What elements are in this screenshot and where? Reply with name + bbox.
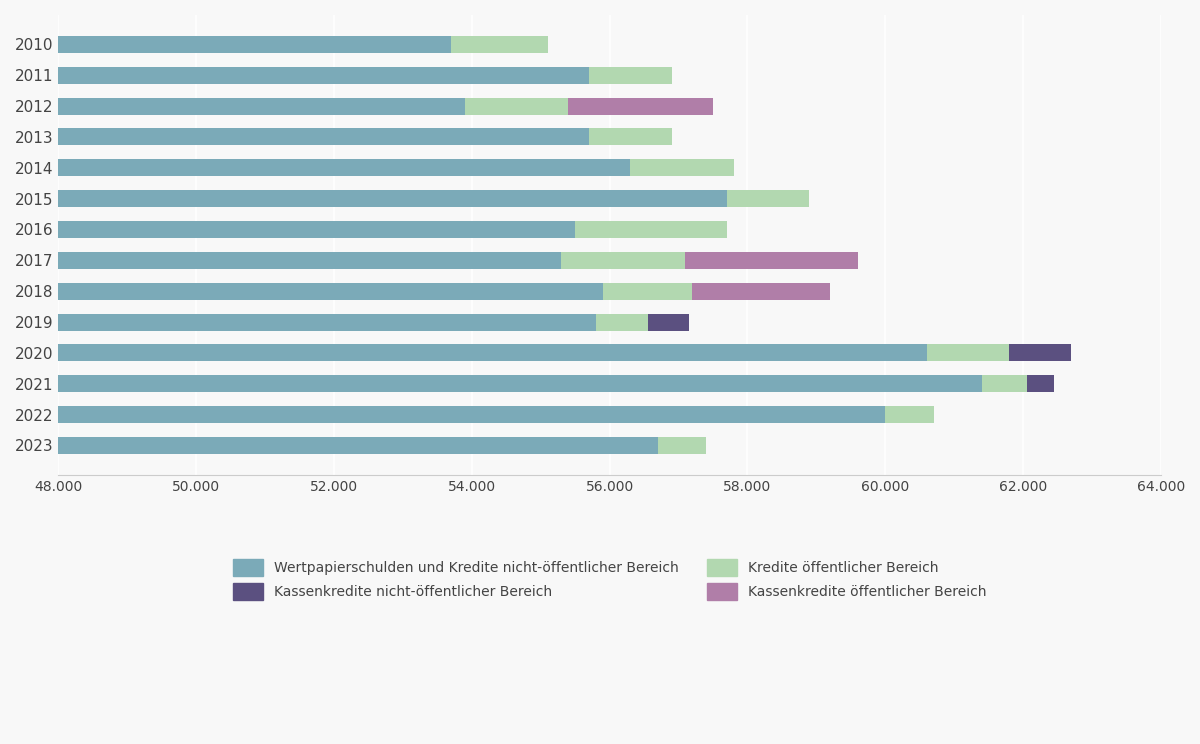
Bar (1026, 375, 1054, 392)
Bar (59, 67, 589, 84)
Bar (569, 97, 713, 115)
Bar (630, 159, 733, 176)
Bar (1009, 344, 1072, 362)
Bar (59, 221, 575, 238)
Bar (59, 251, 562, 269)
Bar (926, 344, 1009, 362)
Bar (59, 406, 886, 423)
Bar (59, 159, 630, 176)
Bar (59, 36, 451, 53)
Bar (59, 190, 727, 207)
Legend: Wertpapierschulden und Kredite nicht-öffentlicher Bereich, Kassenkredite nicht-ö: Wertpapierschulden und Kredite nicht-öff… (227, 554, 992, 606)
Bar (982, 375, 1026, 392)
Bar (727, 190, 810, 207)
Bar (648, 313, 689, 330)
Bar (575, 221, 727, 238)
Bar (59, 283, 602, 300)
Bar (602, 283, 692, 300)
Bar (886, 406, 934, 423)
Bar (562, 251, 685, 269)
Bar (59, 313, 596, 330)
Bar (59, 437, 658, 454)
Bar (685, 251, 858, 269)
Bar (59, 129, 589, 145)
Bar (589, 129, 672, 145)
Bar (451, 36, 547, 53)
Bar (59, 344, 926, 362)
Bar (59, 97, 464, 115)
Bar (589, 67, 672, 84)
Bar (658, 437, 706, 454)
Bar (59, 375, 982, 392)
Bar (692, 283, 830, 300)
Bar (464, 97, 569, 115)
Bar (596, 313, 648, 330)
